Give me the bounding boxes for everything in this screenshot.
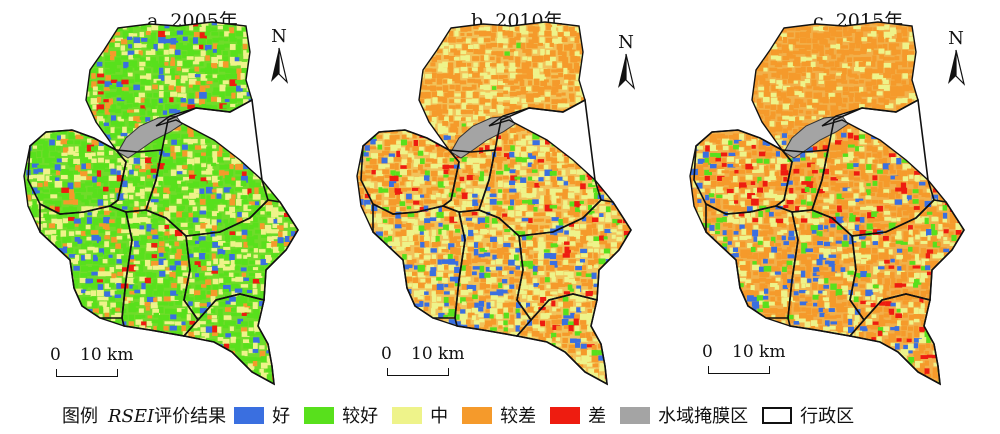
- scale-bar: 0 10 km: [381, 344, 491, 376]
- legend-item-admin-district: 行政区: [762, 402, 854, 428]
- scale-line: [56, 369, 118, 377]
- legend-label: 较好: [342, 406, 379, 427]
- legend-label: 好: [272, 406, 291, 427]
- rsei-map-2005: [23, 21, 299, 386]
- scale-zero: 0: [50, 345, 61, 365]
- legend-title: 图例: [62, 406, 98, 427]
- north-letter: N: [948, 28, 964, 49]
- north-letter: N: [271, 26, 287, 47]
- scale-label: 10 km: [732, 342, 786, 362]
- study-area-outline: [689, 21, 965, 386]
- scale-line: [387, 368, 449, 376]
- map-legend: 图例 RSEI评价结果 好 较好 中 较差 差 水域掩膜区 行政区: [0, 398, 1000, 432]
- legend-item-fairly-poor: 较差: [462, 402, 536, 428]
- north-letter: N: [618, 32, 634, 53]
- map-panel-2010: b. 2010年 N 0 10 km: [333, 0, 666, 390]
- legend-swatch: [620, 406, 651, 424]
- scale-bar: 0 10 km: [702, 342, 812, 374]
- legend-swatch: [462, 406, 493, 424]
- legend-label: 差: [588, 406, 607, 427]
- legend-swatch: [392, 406, 423, 424]
- legend-subtitle-rsei: RSEI: [108, 406, 155, 427]
- north-arrow-icon: [618, 53, 636, 90]
- north-arrow: N: [266, 28, 292, 90]
- legend-swatch: [304, 406, 335, 424]
- north-arrow: N: [943, 30, 969, 92]
- scale-line: [708, 366, 770, 374]
- legend-swatch: [550, 406, 581, 424]
- legend-item-poor: 差: [550, 402, 606, 428]
- study-area-outline: [23, 21, 299, 386]
- rsei-map-2010: [356, 21, 632, 386]
- legend-label: 水域掩膜区: [658, 406, 749, 427]
- north-arrow-icon: [948, 49, 966, 86]
- legend-label: 较差: [500, 406, 537, 427]
- legend-swatch: [234, 406, 265, 424]
- legend-swatch: [762, 406, 793, 424]
- north-arrow: N: [613, 34, 639, 96]
- legend-item-water-mask: 水域掩膜区: [620, 402, 748, 428]
- scale-bar: 0 10 km: [50, 345, 160, 377]
- legend-item-medium: 中: [392, 402, 448, 428]
- legend-item-good: 好: [234, 402, 290, 428]
- legend-label: 行政区: [800, 406, 855, 427]
- scale-zero: 0: [702, 342, 713, 362]
- map-panel-2005: a. 2005年 N 0 10 km: [0, 0, 333, 390]
- legend-subtitle: RSEI评价结果: [108, 402, 226, 428]
- scale-zero: 0: [381, 344, 392, 364]
- study-area-outline: [356, 21, 632, 386]
- legend-subtitle-rest: 评价结果: [154, 406, 227, 427]
- north-arrow-icon: [271, 47, 289, 84]
- legend-label: 中: [430, 406, 449, 427]
- legend-item-fairly-good: 较好: [304, 402, 378, 428]
- map-panel-2015: c. 2015年 N 0 10 km: [666, 0, 999, 390]
- scale-label: 10 km: [80, 345, 134, 365]
- scale-label: 10 km: [411, 344, 465, 364]
- rsei-map-2015: [689, 21, 965, 386]
